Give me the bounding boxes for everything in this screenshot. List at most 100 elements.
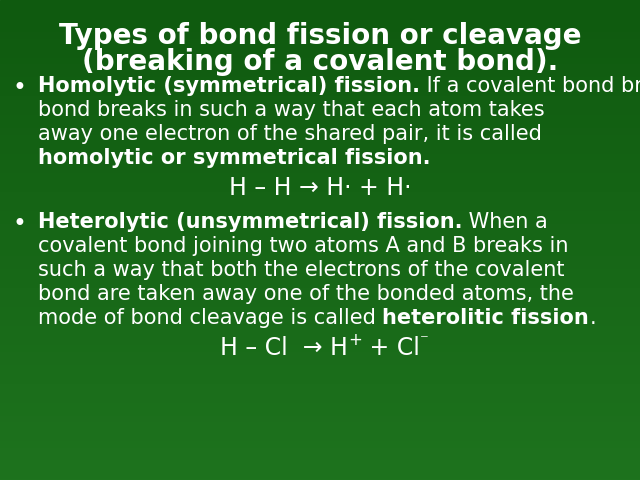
- Bar: [0, 154, 640, 155]
- Bar: [0, 343, 640, 344]
- Bar: [0, 196, 640, 197]
- Bar: [0, 113, 640, 114]
- Bar: [0, 341, 640, 342]
- Bar: [0, 85, 640, 86]
- Bar: [0, 135, 640, 136]
- Bar: [0, 463, 640, 464]
- Bar: [0, 240, 640, 241]
- Bar: [0, 320, 640, 321]
- Bar: [0, 346, 640, 347]
- Bar: [0, 434, 640, 435]
- Bar: [0, 294, 640, 295]
- Bar: [0, 345, 640, 346]
- Bar: [0, 268, 640, 269]
- Bar: [0, 435, 640, 436]
- Bar: [0, 199, 640, 200]
- Bar: [0, 48, 640, 49]
- Bar: [0, 374, 640, 375]
- Bar: [0, 289, 640, 290]
- Bar: [0, 454, 640, 455]
- Bar: [0, 65, 640, 66]
- Bar: [0, 340, 640, 341]
- Bar: [0, 114, 640, 115]
- Bar: [0, 469, 640, 470]
- Bar: [0, 52, 640, 53]
- Bar: [0, 446, 640, 447]
- Bar: [0, 401, 640, 402]
- Bar: [0, 278, 640, 279]
- Bar: [0, 313, 640, 314]
- Bar: [0, 467, 640, 468]
- Bar: [0, 260, 640, 261]
- Bar: [0, 443, 640, 444]
- Bar: [0, 275, 640, 276]
- Bar: [0, 292, 640, 293]
- Bar: [0, 90, 640, 91]
- Bar: [0, 170, 640, 171]
- Bar: [0, 266, 640, 267]
- Bar: [0, 140, 640, 141]
- Text: such a way that both the electrons of the covalent: such a way that both the electrons of th…: [38, 260, 564, 280]
- Bar: [0, 323, 640, 324]
- Bar: [0, 470, 640, 471]
- Bar: [0, 45, 640, 46]
- Bar: [0, 111, 640, 112]
- Bar: [0, 11, 640, 12]
- Bar: [0, 355, 640, 356]
- Bar: [0, 164, 640, 165]
- Bar: [0, 457, 640, 458]
- Bar: [0, 26, 640, 27]
- Bar: [0, 241, 640, 242]
- Bar: [0, 130, 640, 131]
- Bar: [0, 200, 640, 201]
- Bar: [0, 128, 640, 129]
- Bar: [0, 207, 640, 208]
- Bar: [0, 312, 640, 313]
- Bar: [0, 387, 640, 388]
- Bar: [0, 172, 640, 173]
- Bar: [0, 413, 640, 414]
- Bar: [0, 87, 640, 88]
- Bar: [0, 109, 640, 110]
- Bar: [0, 46, 640, 47]
- Bar: [0, 122, 640, 123]
- Bar: [0, 1, 640, 2]
- Bar: [0, 307, 640, 308]
- Bar: [0, 338, 640, 339]
- Bar: [0, 365, 640, 366]
- Bar: [0, 366, 640, 367]
- Bar: [0, 38, 640, 39]
- Bar: [0, 477, 640, 478]
- Bar: [0, 244, 640, 245]
- Bar: [0, 137, 640, 138]
- Bar: [0, 270, 640, 271]
- Bar: [0, 422, 640, 423]
- Bar: [0, 329, 640, 330]
- Bar: [0, 394, 640, 395]
- Bar: [0, 224, 640, 225]
- Bar: [0, 7, 640, 8]
- Bar: [0, 417, 640, 418]
- Bar: [0, 142, 640, 143]
- Bar: [0, 173, 640, 174]
- Bar: [0, 97, 640, 98]
- Bar: [0, 253, 640, 254]
- Bar: [0, 293, 640, 294]
- Bar: [0, 465, 640, 466]
- Bar: [0, 193, 640, 194]
- Bar: [0, 59, 640, 60]
- Bar: [0, 27, 640, 28]
- Bar: [0, 416, 640, 417]
- Bar: [0, 256, 640, 257]
- Bar: [0, 400, 640, 401]
- Bar: [0, 314, 640, 315]
- Bar: [0, 326, 640, 327]
- Bar: [0, 476, 640, 477]
- Text: heterolitic fission: heterolitic fission: [383, 308, 589, 328]
- Bar: [0, 166, 640, 167]
- Bar: [0, 116, 640, 117]
- Bar: [0, 149, 640, 150]
- Bar: [0, 188, 640, 189]
- Bar: [0, 144, 640, 145]
- Text: +: +: [348, 331, 362, 349]
